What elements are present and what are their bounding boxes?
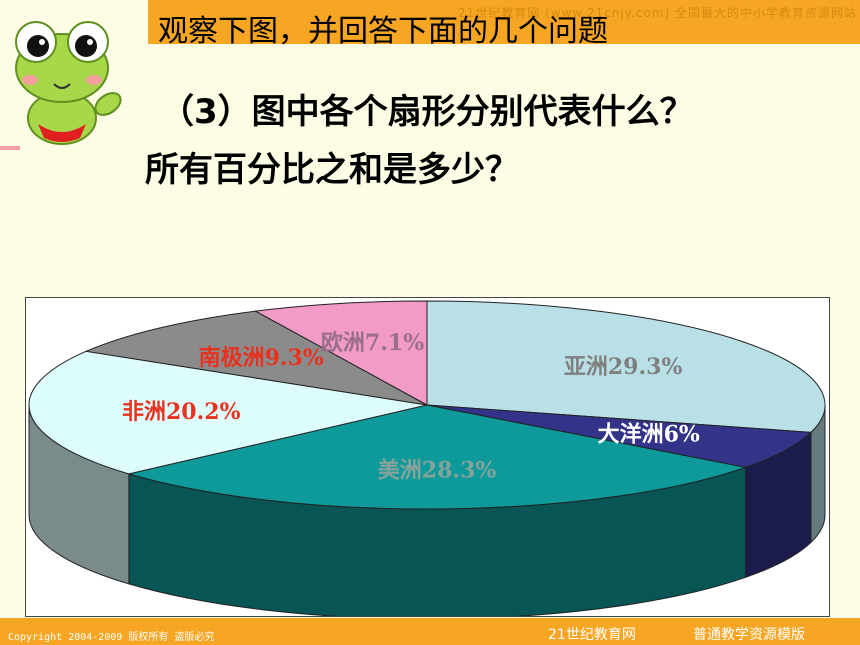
question-line-2: 所有百分比之和是多少？ bbox=[145, 150, 519, 190]
pie-label-4: 南极洲9.3% bbox=[199, 345, 324, 371]
top-banner: 21世纪教育网 (www.21cnjy.com) 全国最大的中小学教育资源网站 bbox=[148, 0, 860, 44]
pie-sides bbox=[28, 404, 826, 616]
pie-label-2: 美洲28.3% bbox=[378, 457, 497, 483]
pie-labels: 亚洲29.3% 大洋洲6% 美洲28.3% 非洲20.2% 南极洲9.3%欧洲7.1% bbox=[122, 330, 700, 483]
pie-slice-5 bbox=[254, 300, 428, 406]
pie-label-1: 大洋洲6% bbox=[598, 421, 700, 447]
template-name: 普通教学资源模版 bbox=[693, 627, 805, 643]
pie-slice-3 bbox=[28, 350, 428, 475]
copyright-text: Copyright 2004-2009 版权所有 盗版必究 bbox=[8, 632, 215, 643]
pie-slices bbox=[28, 300, 826, 510]
pie-label-5: 欧洲7.1% bbox=[321, 330, 424, 356]
pie-slice-1 bbox=[426, 404, 813, 468]
frog-mascot-icon bbox=[0, 0, 135, 152]
pie-slice-2 bbox=[126, 404, 748, 510]
question-line-1: （3）图中各个扇形分别代表什么？ bbox=[160, 92, 694, 132]
bottom-bar bbox=[0, 618, 860, 645]
headline: 观察下图，并回答下面的几个问题 bbox=[158, 14, 608, 49]
pie-chart-frame: 亚洲29.3% 大洋洲6% 美洲28.3% 非洲20.2% 南极洲9.3% 欧洲7.1% bbox=[25, 297, 830, 617]
site-name: 21世纪教育网 bbox=[548, 627, 636, 643]
pie-slice-4 bbox=[84, 310, 428, 406]
pie-label-0: 亚洲29.3% bbox=[564, 354, 683, 380]
pie-label-3: 非洲20.2% bbox=[122, 399, 241, 425]
pie-chart: 亚洲29.3% 大洋洲6% 美洲28.3% 非洲20.2% 南极洲9.3%欧洲7.1% bbox=[28, 300, 826, 616]
banner-watermark: 21世纪教育网 (www.21cnjy.com) 全国最大的中小学教育资源网站 bbox=[458, 6, 858, 20]
pie-slice-0 bbox=[426, 300, 826, 433]
